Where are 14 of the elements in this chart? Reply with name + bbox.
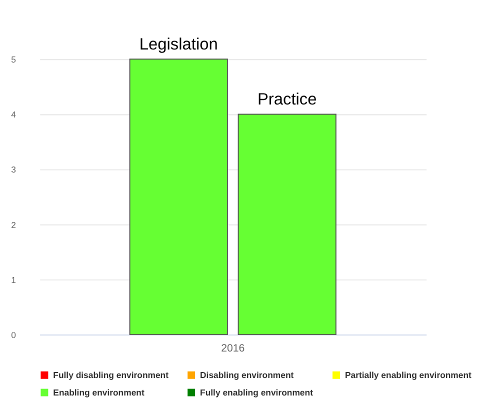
series-label: Legislation [139,36,218,54]
legend-label: Disabling environment [200,370,294,380]
y-tick-label: 3 [11,164,16,175]
x-tick-label: 2016 [221,342,245,354]
y-tick-label: 1 [11,274,16,285]
legend-label: Fully enabling environment [200,387,314,398]
legend-label: Partially enabling environment [344,370,472,380]
legend-label: Enabling environment [53,387,144,398]
y-tick-label: 4 [11,110,16,120]
y-tick-label: 2 [11,220,16,230]
series-label: Practice [257,90,317,109]
legend-label: Fully disabling environment [53,370,169,380]
y-tick-label: 5 [11,54,16,65]
y-tick-label: 0 [11,330,16,340]
